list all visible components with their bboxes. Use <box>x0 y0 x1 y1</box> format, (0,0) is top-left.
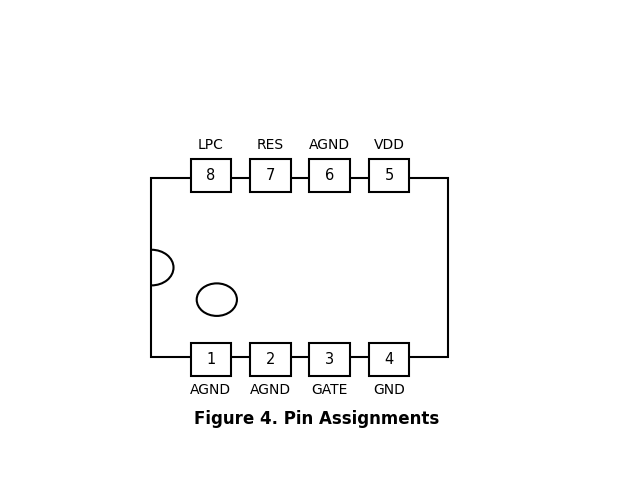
Text: 5: 5 <box>384 168 394 183</box>
Bar <box>190 343 231 376</box>
Text: LPC: LPC <box>198 138 224 152</box>
Bar <box>309 159 350 192</box>
Text: 1: 1 <box>206 352 216 367</box>
Text: GATE: GATE <box>311 383 348 397</box>
Text: 6: 6 <box>325 168 334 183</box>
Bar <box>190 159 231 192</box>
Bar <box>369 343 409 376</box>
Text: 2: 2 <box>266 352 275 367</box>
Bar <box>151 179 449 357</box>
Text: AGND: AGND <box>190 383 231 397</box>
Text: 4: 4 <box>384 352 394 367</box>
Text: RES: RES <box>256 138 284 152</box>
Text: Figure 4. Pin Assignments: Figure 4. Pin Assignments <box>194 410 439 429</box>
Text: GND: GND <box>373 383 405 397</box>
Circle shape <box>197 283 237 316</box>
Text: AGND: AGND <box>309 138 350 152</box>
Bar <box>250 159 290 192</box>
Text: VDD: VDD <box>373 138 405 152</box>
Bar <box>250 343 290 376</box>
Text: 3: 3 <box>325 352 334 367</box>
Text: 7: 7 <box>266 168 275 183</box>
Bar <box>309 343 350 376</box>
Text: AGND: AGND <box>250 383 291 397</box>
Bar <box>369 159 409 192</box>
Text: 8: 8 <box>206 168 216 183</box>
